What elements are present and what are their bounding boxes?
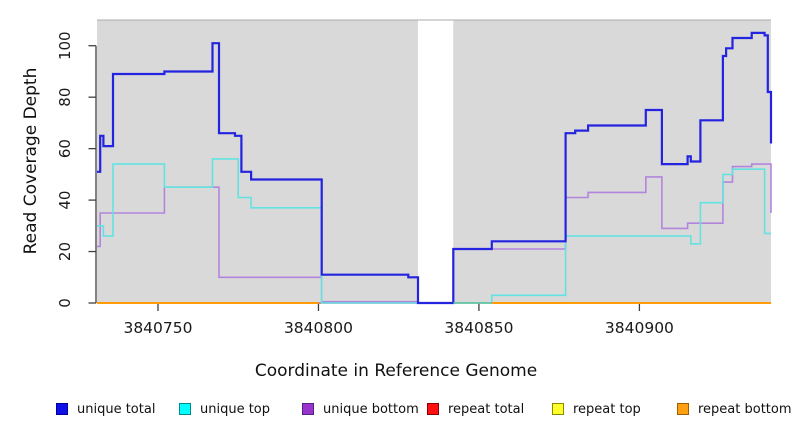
- y-tick-label: 20: [56, 242, 74, 261]
- legend-label: unique total: [77, 401, 156, 417]
- legend-item-repeat-bottom: repeat bottom: [677, 398, 792, 420]
- series-unique-total: [97, 31, 773, 305]
- legend-label: unique bottom: [323, 401, 419, 417]
- x-tick-label: 3840900: [605, 319, 674, 337]
- x-axis-label: Coordinate in Reference Genome: [254, 361, 538, 381]
- y-tick-label: 40: [56, 191, 74, 210]
- legend-label: unique top: [200, 401, 271, 417]
- series-unique-bottom: [97, 163, 772, 304]
- legend-swatch-repeat-top: [552, 403, 564, 415]
- legend-swatch-repeat-total: [427, 403, 439, 415]
- x-tick-label: 3840750: [123, 319, 192, 337]
- y-tick-label: 0: [56, 298, 74, 308]
- legend-swatch-unique-top: [179, 403, 191, 415]
- legend-label: repeat bottom: [698, 401, 792, 417]
- legend-item-unique-top: unique top: [179, 398, 270, 420]
- legend-swatch-unique-total: [56, 403, 68, 415]
- legend-swatch-repeat-bottom: [677, 403, 689, 415]
- y-axis-label: Read Coverage Depth: [21, 67, 41, 255]
- legend-swatch-unique-bottom: [302, 403, 314, 415]
- y-tick-label: 100: [56, 31, 74, 60]
- legend-label: repeat top: [573, 401, 641, 417]
- legend-item-unique-total: unique total: [56, 398, 155, 420]
- legend-item-unique-bottom: unique bottom: [302, 398, 419, 420]
- legend-item-repeat-top: repeat top: [552, 398, 641, 420]
- legend: unique total unique top unique bottom repea…: [0, 398, 792, 422]
- y-tick-label: 80: [56, 88, 74, 107]
- legend-item-repeat-total: repeat total: [427, 398, 524, 420]
- gap-region: [417, 20, 454, 303]
- legend-label: repeat total: [448, 401, 525, 417]
- series-unique-top: [97, 158, 771, 304]
- x-tick-label: 3840850: [444, 319, 513, 337]
- y-tick-label: 60: [56, 139, 74, 158]
- x-tick-label: 3840800: [284, 319, 353, 337]
